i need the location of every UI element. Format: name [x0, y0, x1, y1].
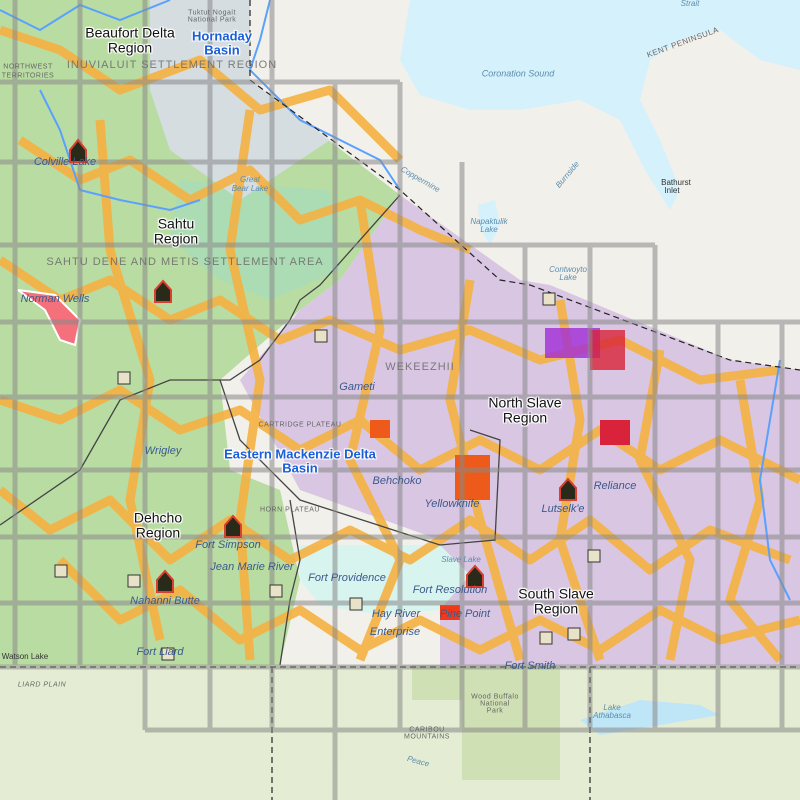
water-label: Napaktulik [470, 216, 508, 226]
region-label-dehcho[interactable]: Dehcho Region [134, 510, 182, 539]
water-label: Lake [480, 224, 498, 234]
region-name: Beaufort Delta [85, 24, 175, 41]
napaktulik-lake [478, 200, 500, 245]
area-label-wekeezhii: WEKEEZHII [385, 361, 455, 374]
community-label[interactable]: Pine Point [439, 608, 491, 621]
basin-name: Hornaday [192, 28, 252, 44]
water-label: Strait [680, 0, 700, 8]
terrain-label: Wood Buffalo [471, 693, 519, 701]
basin-suffix: Basin [282, 460, 318, 475]
region-suffix: Region [107, 39, 153, 55]
region-label-north-slave[interactable]: North Slave Region [488, 395, 561, 424]
terrain-label: Tuktut Nogait [188, 9, 236, 17]
basin-name: Eastern Mackenzie Delta [224, 446, 376, 462]
basin-suffix: Basin [204, 42, 240, 57]
community-label[interactable]: Gameti [339, 381, 375, 394]
basin-label-eastern-mackenzie-delta[interactable]: Eastern Mackenzie Delta Basin [224, 447, 376, 474]
community-label[interactable]: Lutselk'e [541, 503, 585, 516]
water-label: Contwoyto [549, 264, 587, 274]
area-label-territories: TERRITORIES [1, 72, 55, 80]
community-label[interactable]: Hay River [371, 608, 421, 621]
area-label-cartridge: CARTRIDGE PLATEAU [258, 421, 342, 429]
region-name: South Slave [518, 585, 594, 602]
community-label[interactable]: Wrigley [144, 445, 182, 458]
region-label-south-slave[interactable]: South Slave Region [518, 586, 594, 615]
area-label-northwest: NORTHWEST [3, 63, 53, 71]
lake-athabasca [580, 700, 720, 735]
community-label[interactable]: Yellowknife [424, 498, 480, 511]
hornaday-zone [150, 0, 330, 200]
coronation-sound-water [400, 0, 800, 210]
water-label: Bear Lake [231, 183, 269, 193]
community-label[interactable]: Fort Smith [504, 660, 556, 673]
community-label[interactable]: Norman Wells [20, 293, 90, 306]
region-boundaries [0, 194, 501, 666]
community-label[interactable]: Reliance [593, 480, 637, 493]
terrain-label: National [480, 700, 510, 708]
region-suffix: Region [533, 600, 579, 616]
region-label-beaufort-delta[interactable]: Beaufort Delta Region [85, 25, 175, 54]
community-label[interactable]: Fort Resolution [412, 584, 488, 597]
basin-label-hornaday[interactable]: Hornaday Basin [192, 29, 252, 56]
terrain-label: Park [486, 707, 504, 715]
community-label[interactable]: Fort Simpson [195, 539, 261, 552]
slave-lake-water [300, 545, 470, 615]
water-label: Coronation Sound [481, 68, 555, 79]
water-label: Great [239, 174, 261, 184]
community-label[interactable]: Behchoko [372, 475, 422, 488]
region-label-sahtu[interactable]: Sahtu Region [154, 216, 198, 245]
community-label[interactable]: Colville Lake [33, 156, 97, 169]
region-suffix: Region [502, 409, 548, 425]
region-suffix: Region [153, 230, 199, 246]
community-label[interactable]: Nahanni Butte [130, 595, 200, 608]
community-label[interactable]: Fort Providence [308, 572, 386, 585]
community-label[interactable]: Fort Liard [136, 646, 184, 659]
terrain-label: LIARD PLAIN [17, 681, 67, 689]
area-label-sahtu: SAHTU DENE AND METIS SETTLEMENT AREA [46, 256, 324, 269]
terrain-label: National Park [187, 16, 237, 24]
area-label-horn: HORN PLATEAU [260, 506, 320, 514]
region-name: Sahtu [157, 215, 195, 232]
area-label-inuvialuit: INUVIALUIT SETTLEMENT REGION [66, 59, 278, 72]
place-label: Bathurst [661, 177, 691, 187]
region-suffix: Region [135, 524, 181, 540]
terrain-label: CARIBOU MOUNTAINS [404, 726, 450, 741]
region-name: North Slave [488, 394, 562, 411]
water-label: Lake [603, 702, 621, 712]
place-label: Inlet [664, 185, 680, 195]
town-label: Watson Lake [1, 651, 49, 661]
oil-well-icon[interactable] [69, 138, 577, 593]
community-label[interactable]: Enterprise [369, 626, 421, 639]
water-label: Slave Lake [441, 554, 481, 564]
mine-site-icon[interactable] [54, 292, 601, 661]
water-label: Lake [559, 272, 577, 282]
region-name: Dehcho [133, 509, 183, 526]
water-label: Athabasca [593, 710, 631, 720]
community-label[interactable]: Jean Marie River [210, 561, 294, 574]
